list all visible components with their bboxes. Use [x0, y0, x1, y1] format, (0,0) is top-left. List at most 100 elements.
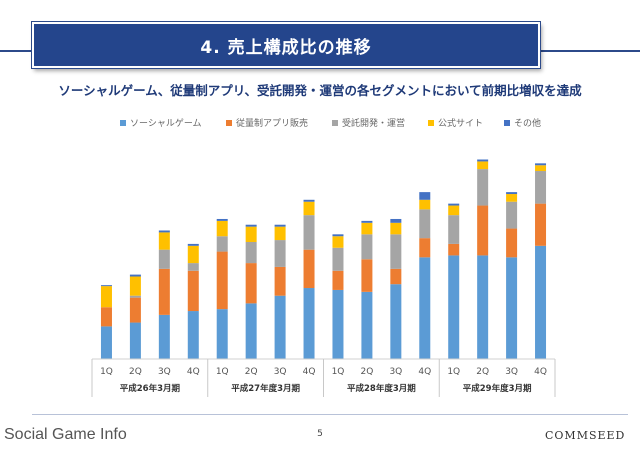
x-tick-label: 2Q [476, 367, 489, 377]
legend-swatch [504, 120, 510, 126]
bar-segment [216, 236, 228, 252]
bar-segment [477, 205, 489, 256]
bar-segment [158, 232, 170, 250]
bar-segment [535, 171, 547, 204]
bar-segment [535, 163, 547, 166]
bar-segment [158, 314, 170, 359]
bar-segment [245, 303, 257, 359]
bar-segment [129, 322, 141, 359]
bar-segment [448, 215, 460, 244]
group-label: 平成29年度3月期 [463, 383, 532, 394]
x-tick-label: 3Q [274, 367, 287, 377]
x-tick-label: 4Q [418, 367, 431, 377]
bar-segment [477, 159, 489, 162]
group-label: 平成28年度3月期 [347, 383, 416, 394]
bar-segment [303, 249, 315, 289]
bar-segment [535, 203, 547, 246]
bar-segment [100, 326, 112, 359]
x-tick-label: 1Q [216, 367, 229, 377]
x-tick-label: 2Q [129, 367, 142, 377]
bar-segment [187, 311, 199, 359]
slide-subtitle: ソーシャルゲーム、従量制アプリ、受託開発・運営の各セグメントにおいて前期比増収を… [58, 83, 582, 98]
bar-segment [419, 257, 431, 359]
x-tick-label: 4Q [534, 367, 547, 377]
watermark-logo: Social Game Info [4, 426, 127, 443]
bar-segment [187, 243, 199, 246]
bar-segment [361, 259, 373, 292]
group-label: 平成26年3月期 [120, 383, 181, 394]
bar-segment [448, 205, 460, 216]
x-tick-label: 1Q [447, 367, 460, 377]
bar-segment [419, 209, 431, 239]
bar-segment [332, 270, 344, 290]
bar-segment [332, 289, 344, 359]
bar-segment [100, 307, 112, 327]
bar-segment [477, 255, 489, 359]
bar-segment [216, 251, 228, 310]
bar-segment [303, 201, 315, 216]
bar-segment [129, 297, 141, 323]
bar-segment [274, 226, 286, 241]
chart-area: ソーシャルゲーム 従量制アプリ販売 受託開発・運営 公式サイト その他 1Q 2Q 3Q 4Q 1… [0, 108, 640, 408]
slide-title: 4. 売上構成比の推移 [200, 37, 372, 58]
bar-segment [361, 291, 373, 359]
bar-segment [158, 268, 170, 315]
legend-label: その他 [514, 117, 541, 129]
bar-segment [506, 257, 518, 359]
bar-segment [245, 241, 257, 264]
x-tick-label: 3Q [505, 367, 518, 377]
bar-segment [187, 245, 199, 264]
bar-segment [216, 218, 228, 221]
bar-segment [303, 215, 315, 250]
bar-segment [129, 295, 141, 298]
bar-segment [303, 199, 315, 202]
bar-segment [535, 165, 547, 172]
bar-segment [390, 222, 402, 235]
bar-segment [448, 203, 460, 206]
x-tick-label: 4Q [303, 367, 316, 377]
x-tick-label: 1Q [100, 367, 113, 377]
page-number: 5 [317, 429, 323, 439]
x-tick-label: 1Q [332, 367, 345, 377]
bar-segment [419, 192, 431, 200]
x-tick-label: 3Q [158, 367, 171, 377]
bar-segment [448, 243, 460, 256]
bar-segment [216, 309, 228, 359]
bar-segment [216, 220, 228, 237]
bar-segment [332, 234, 344, 237]
bar-segment [535, 245, 547, 359]
legend-label: 公式サイト [438, 117, 483, 129]
bar-segment [390, 268, 402, 285]
bar-segment [100, 286, 112, 308]
bar-segment [245, 226, 257, 242]
x-tick-label: 4Q [187, 367, 200, 377]
bar-segment [187, 263, 199, 271]
legend-swatch [332, 120, 338, 126]
bar-segment [245, 224, 257, 227]
bar-segment [129, 276, 141, 296]
bar-segment [274, 266, 286, 296]
bar-segment [477, 161, 489, 170]
bar-segment [361, 222, 373, 235]
bar-segment [448, 255, 460, 359]
bar-segment [158, 249, 170, 269]
legend-label: 従量制アプリ販売 [236, 117, 308, 129]
bar-segment [390, 284, 402, 359]
legend-swatch [428, 120, 434, 126]
bar-segment [506, 192, 518, 195]
bar-segment [332, 247, 344, 271]
x-tick-label: 2Q [361, 367, 374, 377]
bar-segment [506, 194, 518, 202]
legend-swatch [226, 120, 232, 126]
legend-label: ソーシャルゲーム [130, 117, 202, 129]
bar-segment [187, 270, 199, 312]
group-label: 平成27年度3月期 [231, 383, 300, 394]
bar-segment [129, 274, 141, 277]
bar-segment [477, 169, 489, 206]
company-logo: COMMSEED [545, 429, 626, 442]
bar-segment [245, 263, 257, 304]
bar-segment [274, 295, 286, 359]
legend-label: 受託開発・運営 [342, 117, 405, 129]
bar-segment [100, 285, 112, 287]
